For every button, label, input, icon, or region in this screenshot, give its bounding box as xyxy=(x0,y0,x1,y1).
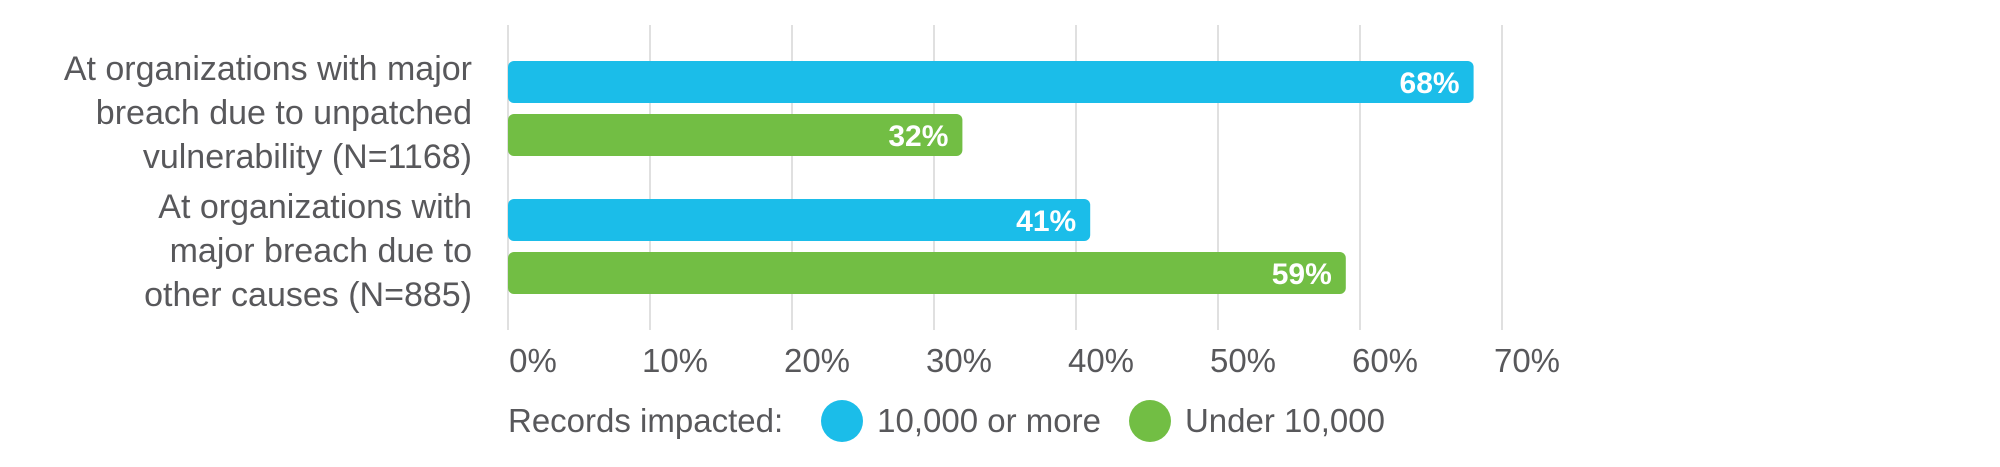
bar-value-label: 59% xyxy=(1272,258,1332,291)
x-tick-label: 10% xyxy=(642,342,708,379)
bar-value-label: 68% xyxy=(1400,67,1460,100)
category-label-line: vulnerability (N=1168) xyxy=(142,138,472,176)
category-label-line: At organizations with major xyxy=(63,50,472,88)
x-tick-label: 0% xyxy=(509,342,557,379)
x-tick-label: 50% xyxy=(1210,342,1276,379)
legend-item-10000-or-more: 10,000 or more xyxy=(821,400,1101,442)
x-tick-label: 70% xyxy=(1494,342,1560,379)
bar-value-label: 32% xyxy=(888,120,948,153)
bar-value-label: 41% xyxy=(1016,205,1076,238)
x-axis-ticks: 0% 10% 20% 30% 40% 50% 60% 70% xyxy=(509,342,1560,379)
legend-swatch-green xyxy=(1128,400,1171,442)
legend-item-under-10000: Under 10,000 xyxy=(1128,400,1385,442)
bar xyxy=(508,252,1346,294)
category-label-line: breach due to unpatched xyxy=(95,94,472,132)
legend-swatch-blue xyxy=(821,400,864,442)
x-tick-label: 20% xyxy=(784,342,850,379)
legend-label: Under 10,000 xyxy=(1184,402,1385,439)
bar xyxy=(508,61,1474,103)
legend-label: 10,000 or more xyxy=(877,402,1101,439)
category-label-other-causes: At organizations with major breach due t… xyxy=(144,185,472,317)
bar xyxy=(508,114,963,156)
bar-labels: 68% 41% 32% 59% xyxy=(888,67,1459,291)
legend-title: Records impacted: xyxy=(508,402,784,439)
bars xyxy=(508,61,1474,294)
x-tick-label: 30% xyxy=(926,342,992,379)
category-label-unpatched: At organizations with major breach due t… xyxy=(64,47,472,179)
bar xyxy=(508,199,1091,241)
legend: Records impacted: 10,000 or more Under 1… xyxy=(508,396,1413,446)
x-tick-label: 40% xyxy=(1068,342,1134,379)
x-tick-label: 60% xyxy=(1352,342,1418,379)
category-label-line: major breach due to xyxy=(169,232,472,270)
category-label-line: other causes (N=885) xyxy=(144,276,472,314)
category-label-line: At organizations with xyxy=(158,188,472,226)
